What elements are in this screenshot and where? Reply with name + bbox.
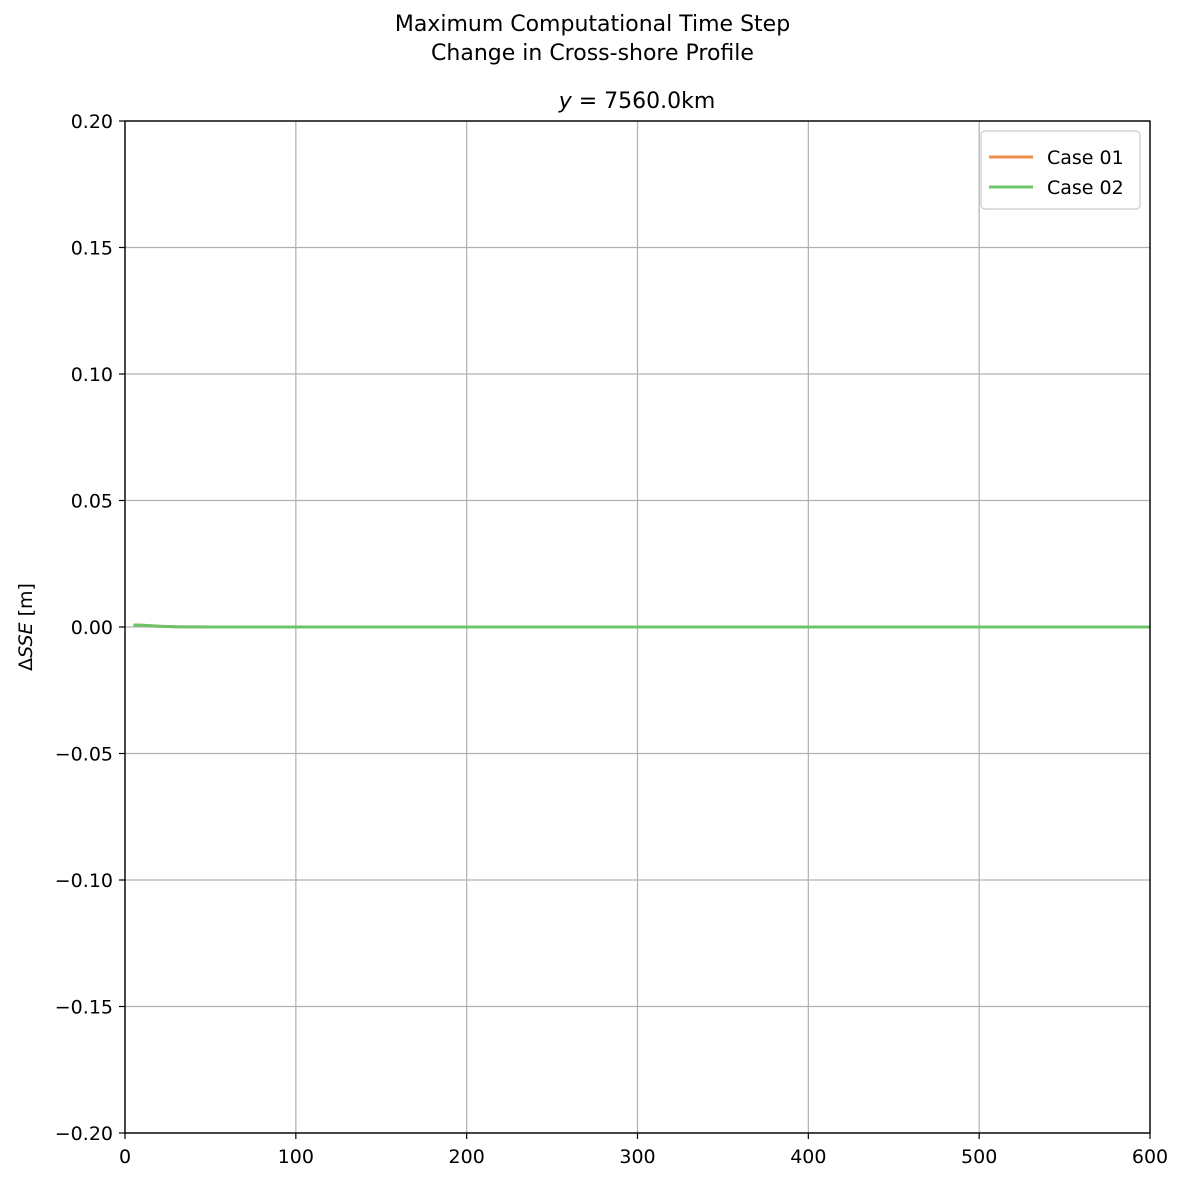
x-tick-label: 100 xyxy=(278,1146,314,1168)
y-tick-label: 0.20 xyxy=(71,111,113,133)
x-tick-label: 300 xyxy=(619,1146,655,1168)
y-tick-label: −0.15 xyxy=(55,997,113,1019)
figure-suptitle-line2: Change in Cross-shore Profile xyxy=(431,41,754,66)
legend-box xyxy=(980,130,1141,210)
series-lines xyxy=(133,623,1150,629)
y-axis-label: ΔSSE [m] xyxy=(15,583,37,671)
y-tick-label: 0.00 xyxy=(71,617,113,639)
y-tick-label: 0.10 xyxy=(71,364,113,386)
y-axis-label-variable: SSE xyxy=(15,622,37,657)
y-tick-label: −0.10 xyxy=(55,870,113,892)
y-axis-label-delta: Δ xyxy=(15,658,37,671)
y-tick-label: −0.20 xyxy=(55,1123,113,1145)
axes-title-variable: y xyxy=(558,89,573,114)
figure-suptitle-line1: Maximum Computational Time Step xyxy=(394,12,791,37)
x-axis-ticks: 0 100 200 300 400 500 600 xyxy=(119,1133,1168,1168)
legend-label: Case 02 xyxy=(1047,177,1124,199)
y-axis-ticks: −0.20 −0.15 −0.10 −0.05 0.00 0.05 0.10 0.15 0.20 xyxy=(55,111,125,1145)
legend: Case 01 Case 02 xyxy=(980,130,1141,210)
legend-label: Case 01 xyxy=(1047,147,1124,169)
x-tick-label: 200 xyxy=(449,1146,485,1168)
x-tick-label: 500 xyxy=(961,1146,997,1168)
y-axis-label-unit: [m] xyxy=(15,583,37,622)
x-tick-label: 0 xyxy=(119,1146,131,1168)
series-line-case-02 xyxy=(133,623,1150,629)
y-tick-label: −0.05 xyxy=(55,744,113,766)
y-tick-label: 0.15 xyxy=(71,238,113,260)
axes-title: y = 7560.0km xyxy=(558,89,716,114)
x-tick-label: 600 xyxy=(1132,1146,1168,1168)
x-tick-label: 400 xyxy=(790,1146,826,1168)
y-tick-label: 0.05 xyxy=(71,491,113,513)
axes-title-value: = 7560.0km xyxy=(572,89,716,114)
